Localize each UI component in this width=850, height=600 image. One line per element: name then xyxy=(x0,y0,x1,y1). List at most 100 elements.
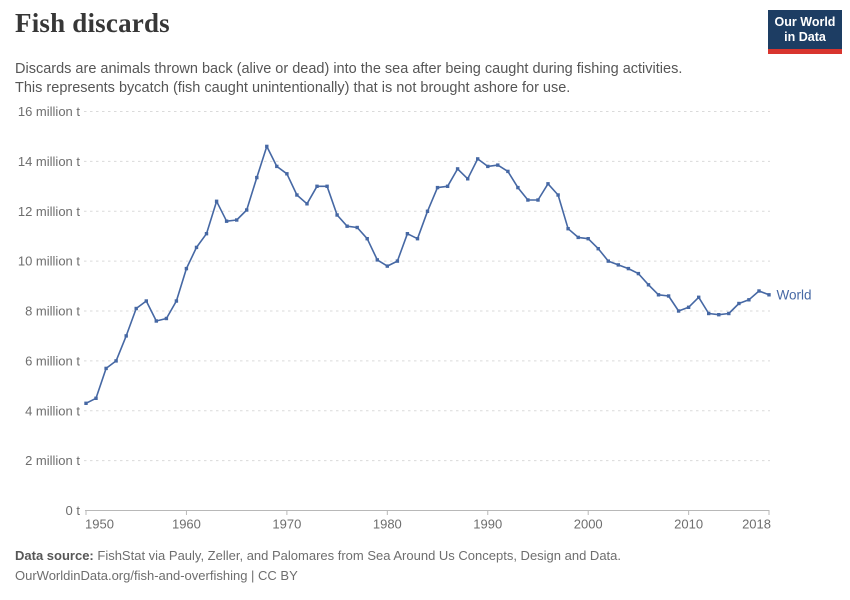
data-point-marker xyxy=(496,163,500,167)
owid-logo[interactable]: Our World in Data xyxy=(768,10,842,54)
data-point-marker xyxy=(154,319,158,323)
data-point-marker xyxy=(365,237,369,241)
data-point-marker xyxy=(194,245,199,250)
x-axis-tick-label: 1950 xyxy=(85,517,114,532)
data-point-marker xyxy=(455,167,460,171)
x-axis-tick-label: 2010 xyxy=(674,517,703,532)
data-point-marker xyxy=(305,202,309,206)
data-point-marker xyxy=(224,219,229,223)
data-point-marker xyxy=(616,263,620,267)
data-point-marker xyxy=(727,311,731,316)
data-point-marker xyxy=(415,237,420,241)
data-point-marker xyxy=(84,401,88,405)
data-point-marker xyxy=(164,316,169,321)
y-axis-tick-label: 10 million t xyxy=(18,254,81,269)
data-point-marker xyxy=(757,289,761,293)
data-point-marker xyxy=(295,193,299,197)
data-point-marker xyxy=(134,306,138,311)
data-point-marker xyxy=(265,144,269,149)
y-axis-tick-label: 0 t xyxy=(66,503,81,518)
y-axis-tick-label: 14 million t xyxy=(18,154,81,169)
data-point-marker xyxy=(335,213,339,217)
data-point-marker xyxy=(506,169,510,174)
data-point-marker xyxy=(124,334,128,338)
data-point-marker xyxy=(445,184,450,188)
data-point-marker xyxy=(666,294,671,298)
data-point-marker xyxy=(606,259,610,263)
data-point-marker xyxy=(94,396,98,400)
data-point-marker xyxy=(676,309,681,313)
data-point-marker xyxy=(747,298,751,302)
chart-subtitle-line2: This represents bycatch (fish caught uni… xyxy=(15,80,571,96)
data-point-marker xyxy=(566,227,570,231)
data-point-marker xyxy=(235,218,239,222)
x-axis-tick-label: 1990 xyxy=(473,517,502,532)
data-point-marker xyxy=(526,198,530,202)
data-point-marker xyxy=(104,366,108,371)
data-point-marker xyxy=(556,193,560,197)
y-axis-tick-label: 6 million t xyxy=(25,353,80,368)
data-point-marker xyxy=(596,247,600,251)
data-point-marker xyxy=(375,258,379,262)
data-point-marker xyxy=(536,198,540,202)
data-point-marker xyxy=(325,184,329,188)
data-point-marker xyxy=(686,305,691,309)
data-point-marker xyxy=(737,301,741,306)
data-point-marker xyxy=(767,293,771,297)
owid-logo-line2: in Data xyxy=(784,30,826,44)
footer-url-line[interactable]: OurWorldinData.org/fish-and-overfishing … xyxy=(15,568,298,583)
data-point-marker xyxy=(275,164,279,169)
data-point-marker xyxy=(717,313,721,317)
data-point-marker xyxy=(546,182,550,186)
footer-source-line: Data source: FishStat via Pauly, Zeller,… xyxy=(15,548,621,563)
page-title: Fish discards xyxy=(15,8,170,38)
data-point-marker xyxy=(204,232,209,236)
owid-logo-line1: Our World xyxy=(774,15,836,29)
y-axis-tick-label: 4 million t xyxy=(25,403,80,418)
data-point-marker xyxy=(646,283,651,287)
data-point-marker xyxy=(385,264,389,268)
data-point-marker xyxy=(466,177,470,181)
data-source-label: Data source: xyxy=(15,548,94,563)
x-axis-tick-label: 2000 xyxy=(574,517,603,532)
data-point-marker xyxy=(476,157,480,161)
data-point-marker xyxy=(144,299,148,303)
y-axis-tick-label: 8 million t xyxy=(25,304,80,319)
data-point-marker xyxy=(576,235,580,240)
data-point-marker xyxy=(435,185,440,190)
world-series-line[interactable] xyxy=(85,145,770,405)
data-point-marker xyxy=(586,237,590,241)
data-point-marker xyxy=(255,175,259,180)
series-label-world: World xyxy=(777,287,812,302)
data-point-marker xyxy=(114,359,118,363)
x-axis-tick-label: 2018 xyxy=(742,517,771,532)
data-point-marker xyxy=(486,164,490,169)
data-point-marker xyxy=(636,271,641,276)
data-point-marker xyxy=(315,184,319,188)
data-point-marker xyxy=(345,224,349,228)
y-axis-tick-label: 2 million t xyxy=(25,453,80,468)
x-axis-tick-label: 1970 xyxy=(272,517,301,532)
data-point-marker xyxy=(395,259,400,263)
y-axis-tick-label: 12 million t xyxy=(18,204,81,219)
data-point-marker xyxy=(626,266,631,271)
data-point-marker xyxy=(214,199,219,203)
data-point-marker xyxy=(285,172,289,176)
data-point-marker xyxy=(405,232,410,236)
x-axis-tick-label: 1980 xyxy=(373,517,402,532)
data-point-marker xyxy=(707,311,711,316)
chart-subtitle-line1: Discards are animals thrown back (alive … xyxy=(15,61,683,77)
y-axis-tick-label: 16 million t xyxy=(18,104,81,119)
data-point-marker xyxy=(184,266,189,271)
data-point-marker xyxy=(425,209,430,213)
data-point-marker xyxy=(245,208,249,212)
data-point-marker xyxy=(174,299,179,303)
data-point-marker xyxy=(697,295,701,299)
data-source-text: FishStat via Pauly, Zeller, and Palomare… xyxy=(97,548,622,563)
data-point-marker xyxy=(656,293,661,297)
data-point-marker xyxy=(516,185,520,190)
data-point-marker xyxy=(355,225,359,230)
x-axis-tick-label: 1960 xyxy=(172,517,201,532)
